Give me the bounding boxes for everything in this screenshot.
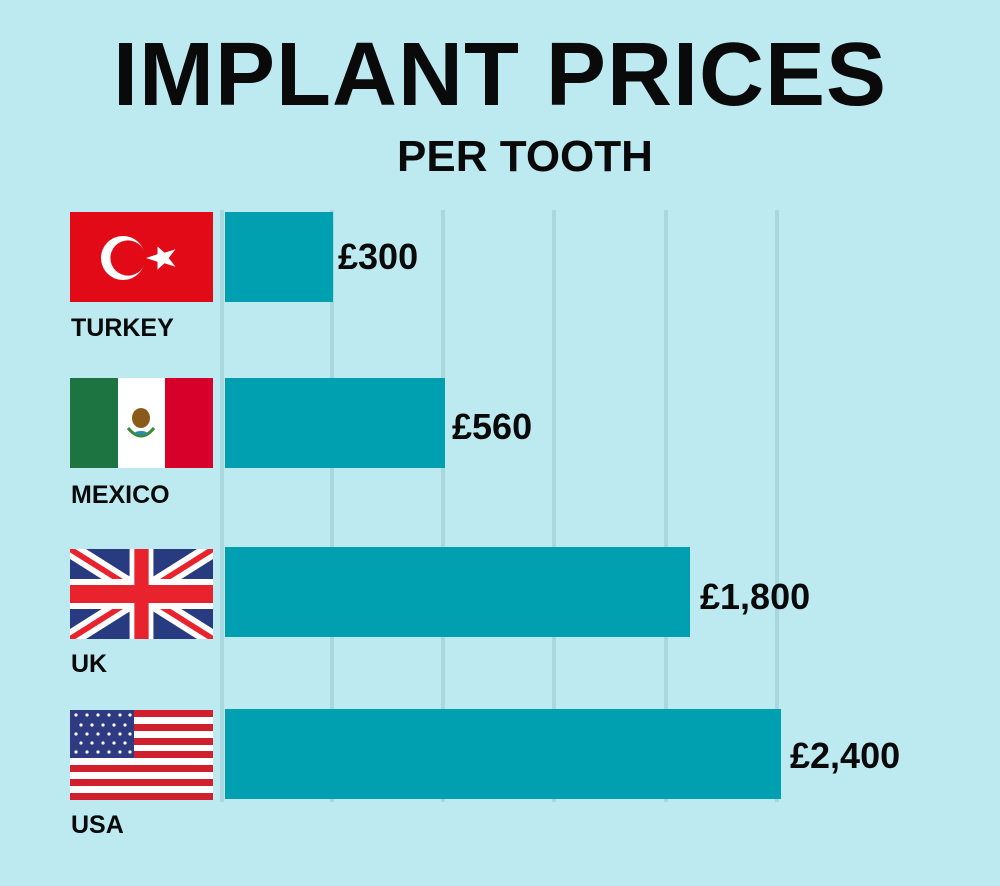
bar-mexico — [225, 378, 445, 468]
gridline — [664, 210, 668, 802]
gridline — [775, 210, 779, 802]
country-label: MEXICO — [71, 481, 170, 509]
value-label: £2,400 — [790, 735, 901, 776]
turkey-flag-icon — [70, 212, 213, 302]
value-label: £560 — [452, 406, 533, 447]
chart-title: IMPLANT PRICES — [112, 25, 888, 125]
uk-flag-icon — [70, 549, 213, 639]
bar-uk — [225, 547, 690, 637]
value-label: £300 — [338, 236, 419, 277]
bar-turkey — [225, 212, 333, 302]
country-label: UK — [71, 650, 108, 678]
gridline — [552, 210, 556, 802]
country-label: TURKEY — [71, 314, 174, 342]
bar-usa — [225, 709, 781, 799]
mexico-flag-icon — [70, 378, 213, 468]
gridline — [441, 210, 445, 802]
country-label: USA — [71, 811, 124, 839]
chart-subtitle: PER TOOTH — [397, 132, 653, 181]
gridline — [220, 210, 224, 802]
gridline — [330, 210, 334, 802]
value-label: £1,800 — [700, 576, 811, 617]
usa-flag-icon — [70, 710, 213, 800]
